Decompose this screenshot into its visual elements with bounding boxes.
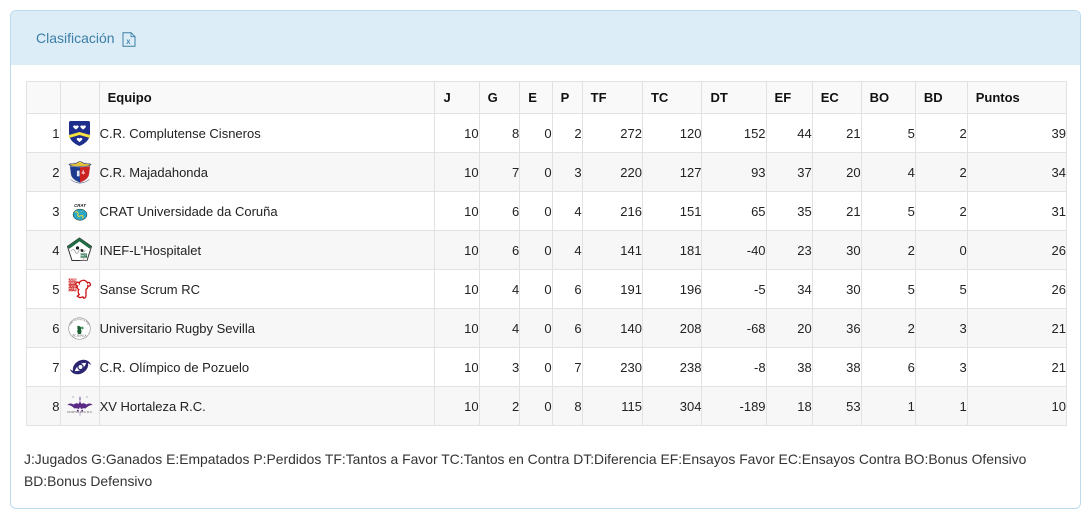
svg-text:INEF: INEF xyxy=(81,254,88,258)
svg-text:CLUB: CLUB xyxy=(68,288,76,292)
svg-text:RC SEVILLA: RC SEVILLA xyxy=(73,334,87,337)
svg-text:V: V xyxy=(86,395,88,399)
svg-text:CRAT: CRAT xyxy=(74,203,86,208)
svg-text:X: X xyxy=(72,395,74,399)
